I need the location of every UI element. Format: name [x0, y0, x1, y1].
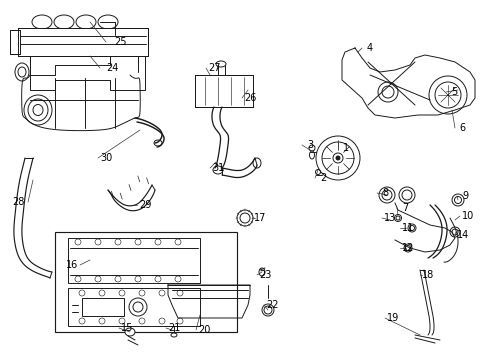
Ellipse shape	[450, 227, 460, 237]
Ellipse shape	[262, 304, 274, 316]
Text: 21: 21	[168, 323, 180, 333]
Text: 4: 4	[367, 43, 373, 53]
Text: 8: 8	[382, 188, 388, 198]
Ellipse shape	[171, 333, 177, 337]
Text: 3: 3	[307, 140, 313, 150]
Text: 6: 6	[459, 123, 465, 133]
Bar	[195, 75, 253, 107]
Text: 2: 2	[320, 173, 326, 183]
Text: 7: 7	[402, 203, 408, 213]
Ellipse shape	[378, 82, 398, 102]
Ellipse shape	[154, 140, 162, 146]
Text: 18: 18	[422, 270, 434, 280]
Ellipse shape	[76, 15, 96, 29]
Ellipse shape	[253, 158, 261, 168]
Ellipse shape	[452, 194, 464, 206]
Bar	[68, 288, 200, 326]
Text: 23: 23	[259, 270, 271, 280]
Bar	[82, 298, 124, 316]
Text: 9: 9	[462, 191, 468, 201]
Text: 15: 15	[121, 323, 133, 333]
Text: 16: 16	[66, 260, 78, 270]
Ellipse shape	[394, 215, 401, 221]
Text: 14: 14	[457, 230, 469, 240]
Ellipse shape	[18, 67, 26, 77]
Text: 12: 12	[402, 243, 414, 253]
Bar	[55, 232, 237, 332]
Ellipse shape	[32, 15, 52, 29]
Ellipse shape	[379, 187, 395, 203]
Text: 29: 29	[139, 200, 151, 210]
Ellipse shape	[259, 268, 265, 276]
Text: 17: 17	[254, 213, 266, 223]
Bar	[68, 238, 200, 283]
Text: 10: 10	[462, 211, 474, 221]
Ellipse shape	[213, 166, 223, 174]
Text: 11: 11	[402, 223, 414, 233]
Text: 19: 19	[387, 313, 399, 323]
Text: 20: 20	[198, 325, 210, 335]
Text: 25: 25	[114, 37, 126, 47]
Ellipse shape	[399, 187, 415, 203]
Text: 13: 13	[384, 213, 396, 223]
Text: 31: 31	[212, 163, 224, 173]
Ellipse shape	[404, 244, 412, 252]
Ellipse shape	[316, 136, 360, 180]
Ellipse shape	[15, 63, 29, 81]
Ellipse shape	[170, 314, 178, 322]
Text: 28: 28	[12, 197, 24, 207]
Bar	[18, 28, 148, 56]
Ellipse shape	[129, 298, 147, 316]
Ellipse shape	[216, 61, 226, 67]
Text: 27: 27	[208, 63, 220, 73]
Text: 22: 22	[266, 300, 278, 310]
Text: 5: 5	[451, 87, 457, 97]
Bar	[10, 30, 20, 54]
Text: 30: 30	[100, 153, 112, 163]
Text: 24: 24	[106, 63, 118, 73]
Ellipse shape	[54, 15, 74, 29]
Text: 1: 1	[343, 143, 349, 153]
Text: 26: 26	[244, 93, 256, 103]
Ellipse shape	[429, 76, 467, 114]
Ellipse shape	[98, 15, 118, 29]
Ellipse shape	[408, 224, 416, 232]
Ellipse shape	[24, 95, 52, 125]
Ellipse shape	[310, 151, 315, 159]
Ellipse shape	[125, 328, 135, 336]
Ellipse shape	[336, 156, 340, 160]
